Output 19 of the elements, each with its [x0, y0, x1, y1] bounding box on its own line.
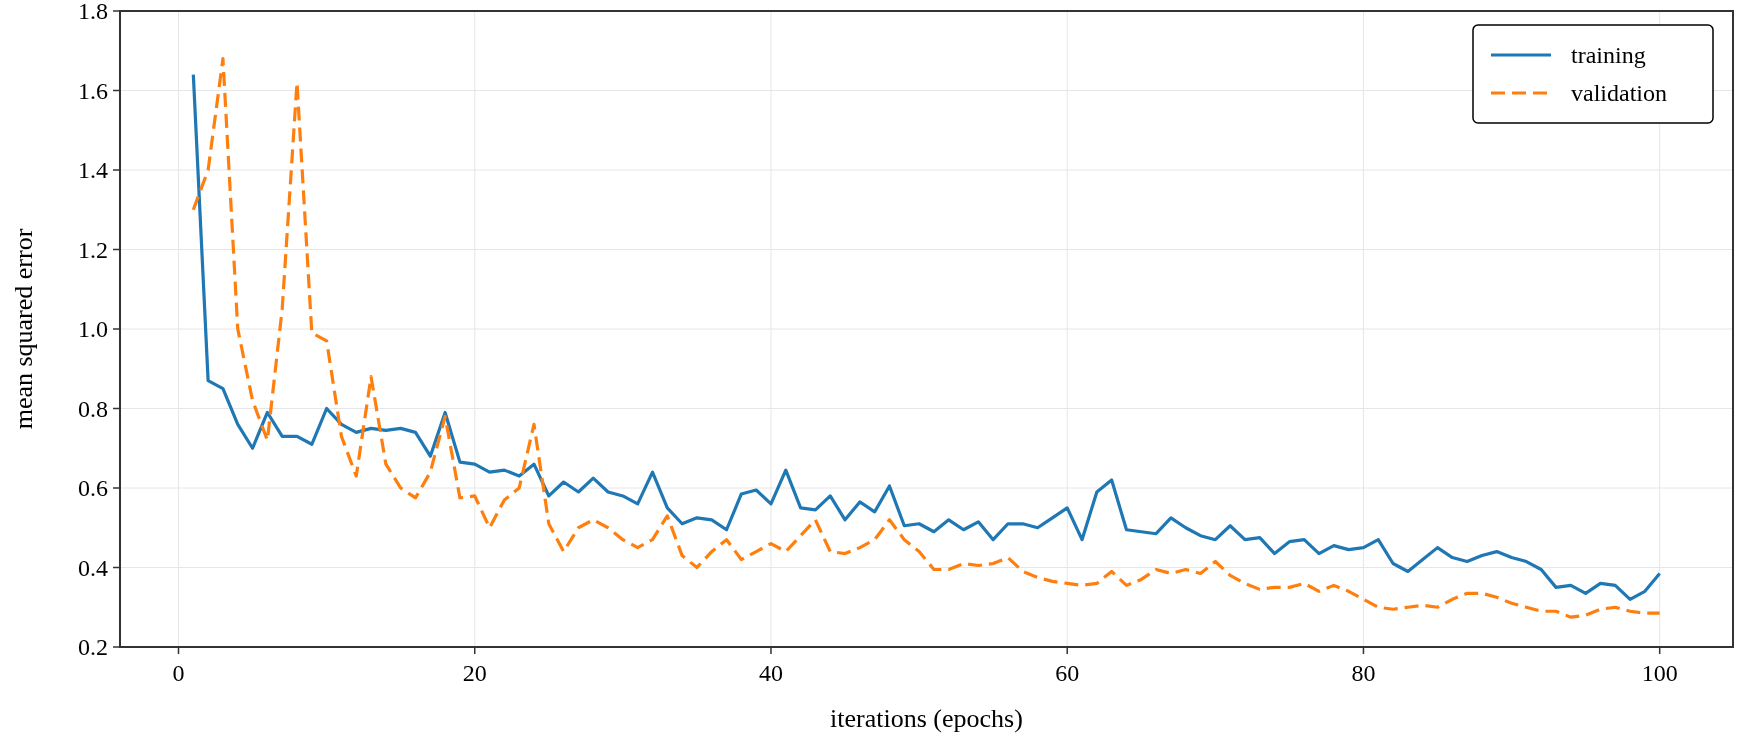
x-tick-label: 100 — [1641, 660, 1678, 686]
y-axis-title: mean squared error — [9, 228, 38, 430]
x-tick-label: 0 — [172, 660, 185, 686]
y-tick-label: 0.4 — [78, 554, 108, 581]
y-tick-label: 1.8 — [78, 0, 108, 25]
x-tick-label: 60 — [1055, 660, 1080, 686]
y-tick-label: 1.6 — [78, 77, 108, 104]
y-tick-label: 1.4 — [78, 157, 108, 184]
y-tick-label: 0.6 — [78, 475, 108, 502]
y-tick-label: 1.2 — [78, 236, 108, 263]
y-tick-label: 1.0 — [78, 316, 108, 343]
y-tick-label: 0.2 — [78, 634, 108, 661]
x-tick-label: 20 — [462, 660, 487, 686]
legend-label: training — [1571, 42, 1646, 68]
legend-label: validation — [1571, 80, 1667, 106]
x-axis-title: iterations (epochs) — [830, 704, 1023, 733]
x-tick-label: 40 — [758, 660, 783, 686]
y-tick-label: 0.8 — [78, 395, 108, 422]
x-tick-label: 80 — [1351, 660, 1376, 686]
